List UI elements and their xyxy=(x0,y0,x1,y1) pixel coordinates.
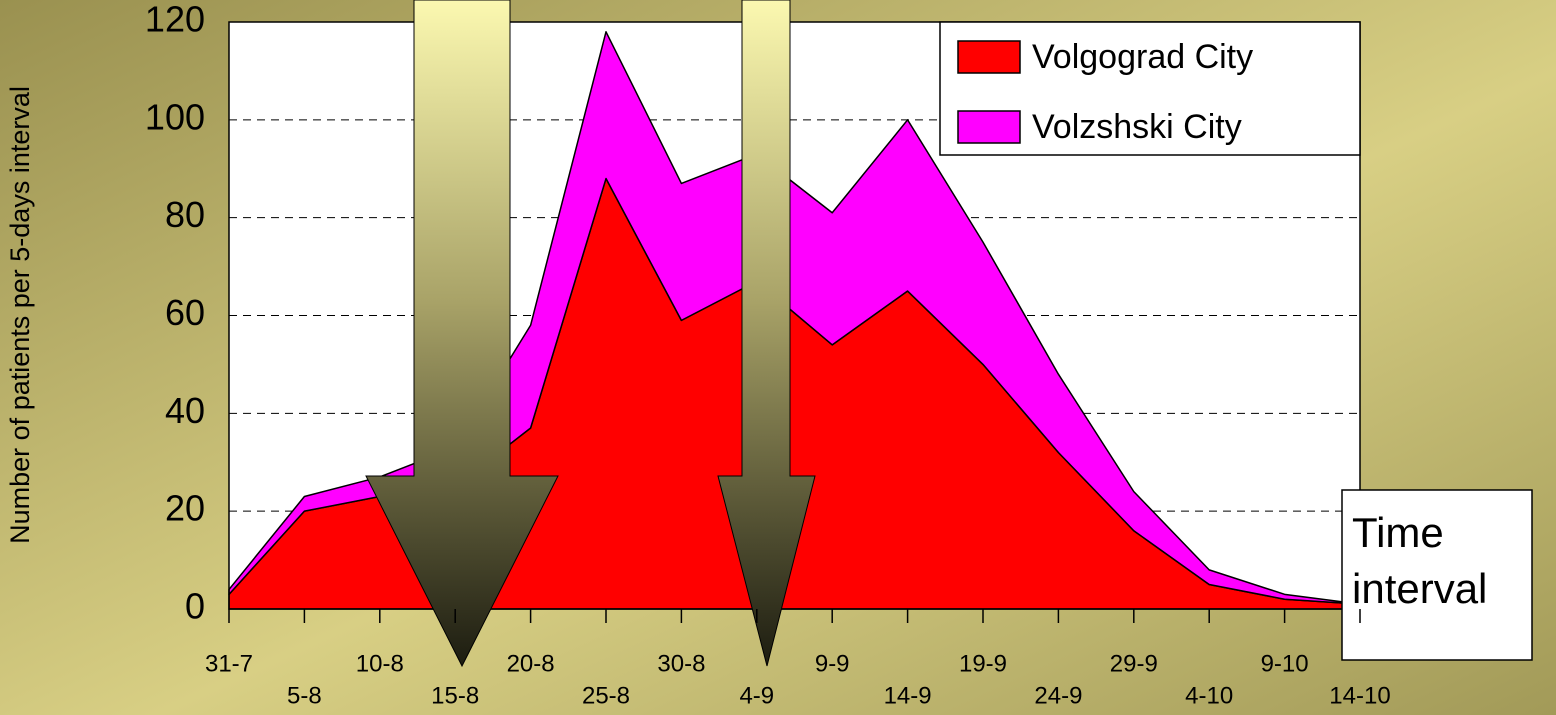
y-tick-label: 120 xyxy=(145,0,205,40)
legend-swatch xyxy=(958,41,1020,73)
x-tick-label: 15-8 xyxy=(431,682,479,709)
y-tick-label: 40 xyxy=(165,390,205,431)
x-tick-label: 9-10 xyxy=(1261,650,1309,677)
y-tick-label: 0 xyxy=(185,586,205,627)
x-tick-label: 29-9 xyxy=(1110,650,1158,677)
legend-label: Volgograd City xyxy=(1032,38,1253,76)
y-axis-label: Number of patients per 5-days interval xyxy=(5,86,35,544)
annotation-wrap: Time interval xyxy=(1352,505,1528,645)
y-tick-label: 20 xyxy=(165,488,205,529)
chart: Volgograd City Volzshski City Time interv… xyxy=(0,0,1556,715)
y-tick-label: 80 xyxy=(165,194,205,235)
x-tick-label: 4-10 xyxy=(1185,682,1233,709)
y-tick-label: 60 xyxy=(165,292,205,333)
x-tick-label: 24-9 xyxy=(1034,682,1082,709)
x-tick-label: 4-9 xyxy=(739,682,774,709)
x-tick-label: 31-7 xyxy=(205,650,253,677)
x-tick-label: 10-8 xyxy=(356,650,404,677)
x-tick-label: 20-8 xyxy=(507,650,555,677)
x-tick-label: 14-10 xyxy=(1329,682,1390,709)
x-tick-label: 9-9 xyxy=(815,650,850,677)
x-tick-label: 19-9 xyxy=(959,650,1007,677)
x-tick-label: 30-8 xyxy=(657,650,705,677)
x-tick-label: 25-8 xyxy=(582,682,630,709)
x-tick-label: 5-8 xyxy=(287,682,322,709)
annotation: Time interval xyxy=(1352,505,1528,617)
y-tick-label: 100 xyxy=(145,96,205,137)
legend-label: Volzshski City xyxy=(1032,108,1242,146)
x-tick-label: 14-9 xyxy=(884,682,932,709)
legend-swatch xyxy=(958,111,1020,143)
